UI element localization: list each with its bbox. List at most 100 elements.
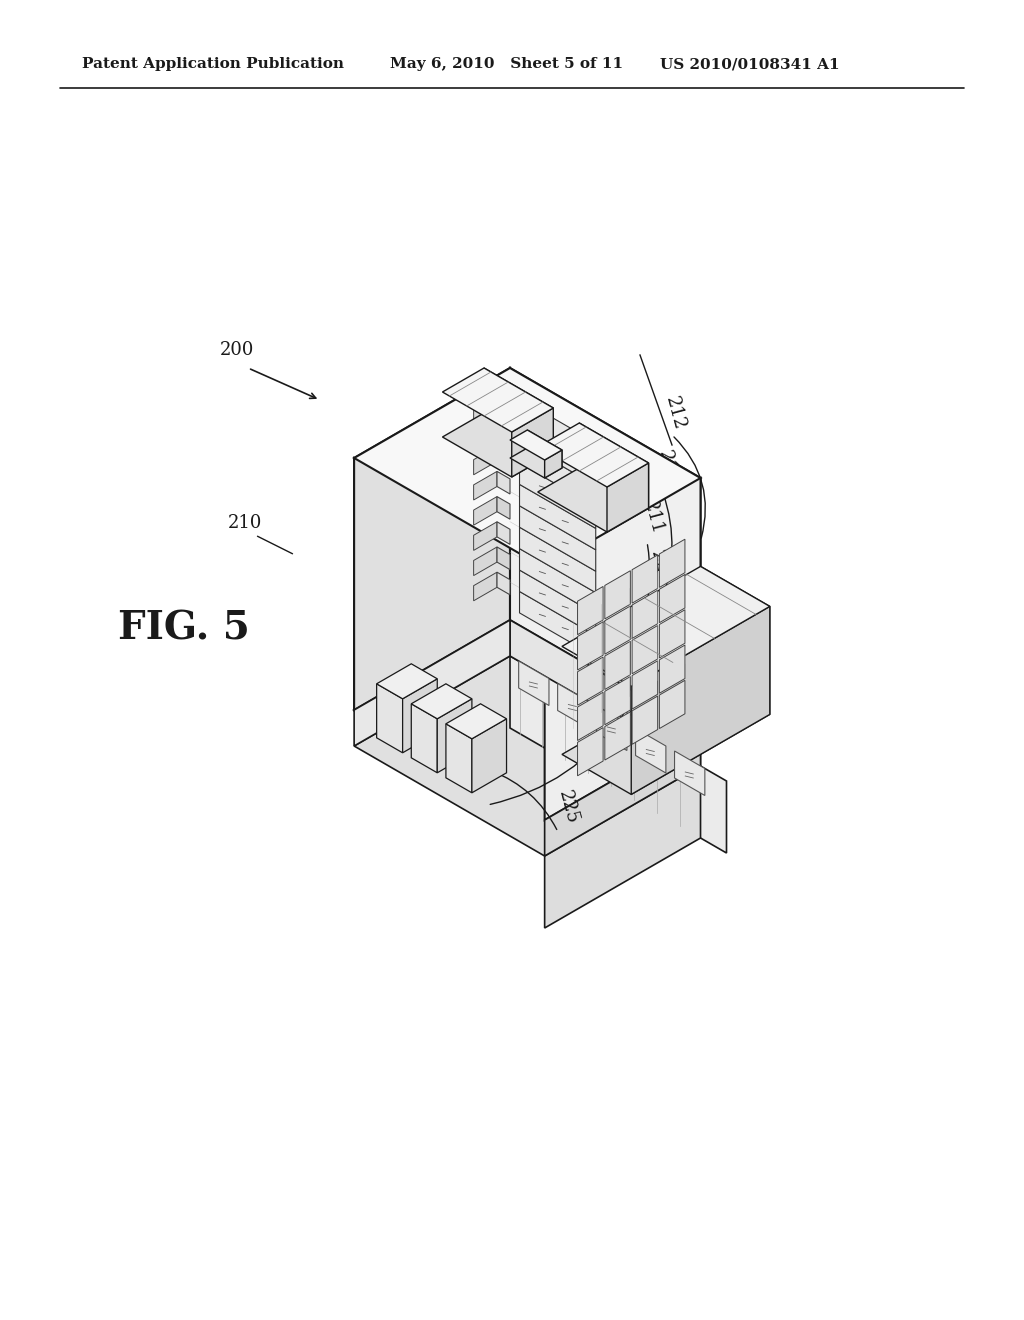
Polygon shape: [412, 704, 437, 772]
Polygon shape: [474, 446, 497, 475]
Polygon shape: [632, 696, 657, 744]
Polygon shape: [497, 471, 510, 494]
Polygon shape: [631, 606, 770, 795]
Polygon shape: [484, 368, 553, 453]
Polygon shape: [700, 566, 770, 714]
Polygon shape: [659, 645, 685, 693]
Polygon shape: [578, 727, 603, 776]
Polygon shape: [510, 620, 700, 766]
Text: 200: 200: [220, 341, 254, 359]
Polygon shape: [474, 546, 497, 576]
Polygon shape: [558, 684, 588, 729]
Polygon shape: [562, 675, 770, 795]
Polygon shape: [545, 766, 700, 928]
Polygon shape: [605, 606, 631, 655]
Polygon shape: [519, 591, 596, 657]
Polygon shape: [377, 664, 437, 698]
Polygon shape: [497, 546, 510, 570]
Polygon shape: [354, 620, 510, 746]
Polygon shape: [474, 572, 497, 601]
Polygon shape: [474, 396, 497, 425]
Polygon shape: [497, 572, 510, 595]
Polygon shape: [519, 484, 596, 550]
Polygon shape: [527, 430, 562, 469]
Polygon shape: [675, 751, 705, 796]
Polygon shape: [472, 719, 507, 793]
Polygon shape: [538, 469, 648, 532]
Polygon shape: [474, 496, 497, 525]
Polygon shape: [519, 441, 596, 507]
Polygon shape: [512, 408, 553, 477]
Polygon shape: [607, 463, 648, 532]
Polygon shape: [519, 549, 596, 614]
Text: 215: 215: [655, 449, 681, 486]
Polygon shape: [578, 622, 603, 671]
Polygon shape: [632, 661, 657, 709]
Polygon shape: [474, 471, 497, 500]
Polygon shape: [562, 566, 770, 686]
Text: 216: 216: [607, 708, 633, 746]
Polygon shape: [545, 450, 562, 478]
Text: FIG. 5: FIG. 5: [118, 610, 250, 648]
Polygon shape: [412, 684, 472, 719]
Polygon shape: [578, 586, 603, 635]
Polygon shape: [545, 478, 700, 820]
Polygon shape: [519, 420, 596, 486]
Polygon shape: [519, 463, 596, 528]
Polygon shape: [442, 413, 553, 477]
Text: Patent Application Publication: Patent Application Publication: [82, 57, 344, 71]
Text: 211: 211: [640, 498, 667, 536]
Polygon shape: [632, 626, 657, 673]
Polygon shape: [437, 698, 472, 772]
Polygon shape: [354, 368, 700, 568]
Polygon shape: [510, 430, 562, 459]
Polygon shape: [659, 539, 685, 587]
Polygon shape: [497, 496, 510, 519]
Polygon shape: [636, 729, 666, 774]
Polygon shape: [519, 661, 549, 705]
Polygon shape: [578, 657, 603, 705]
Polygon shape: [354, 368, 510, 710]
Polygon shape: [519, 399, 596, 465]
Polygon shape: [354, 620, 700, 820]
Polygon shape: [445, 704, 507, 739]
Polygon shape: [545, 730, 700, 855]
Polygon shape: [510, 447, 562, 478]
Text: 214: 214: [620, 668, 646, 706]
Polygon shape: [605, 711, 631, 760]
Polygon shape: [497, 446, 510, 469]
Polygon shape: [580, 422, 648, 508]
Polygon shape: [605, 642, 631, 689]
Polygon shape: [659, 574, 685, 623]
Polygon shape: [632, 590, 657, 639]
Polygon shape: [354, 458, 545, 820]
Polygon shape: [519, 570, 596, 635]
Polygon shape: [597, 706, 627, 751]
Polygon shape: [377, 684, 402, 752]
Polygon shape: [445, 723, 472, 793]
Polygon shape: [497, 396, 510, 418]
Text: 212: 212: [662, 395, 688, 432]
Polygon shape: [605, 677, 631, 725]
Text: 225: 225: [555, 788, 582, 826]
Polygon shape: [538, 422, 648, 487]
Polygon shape: [510, 656, 726, 853]
Text: 210: 210: [228, 513, 262, 532]
Polygon shape: [497, 521, 510, 544]
Polygon shape: [519, 527, 596, 593]
Polygon shape: [659, 610, 685, 657]
Text: US 2010/0108341 A1: US 2010/0108341 A1: [660, 57, 840, 71]
Polygon shape: [497, 421, 510, 444]
Polygon shape: [474, 421, 497, 450]
Text: 220: 220: [647, 548, 673, 586]
Text: May 6, 2010   Sheet 5 of 11: May 6, 2010 Sheet 5 of 11: [390, 57, 624, 71]
Polygon shape: [578, 692, 603, 741]
Polygon shape: [442, 368, 553, 432]
Polygon shape: [402, 678, 437, 752]
Polygon shape: [474, 521, 497, 550]
Polygon shape: [519, 506, 596, 572]
Polygon shape: [659, 680, 685, 729]
Polygon shape: [354, 656, 700, 855]
Polygon shape: [605, 570, 631, 619]
Polygon shape: [510, 368, 700, 730]
